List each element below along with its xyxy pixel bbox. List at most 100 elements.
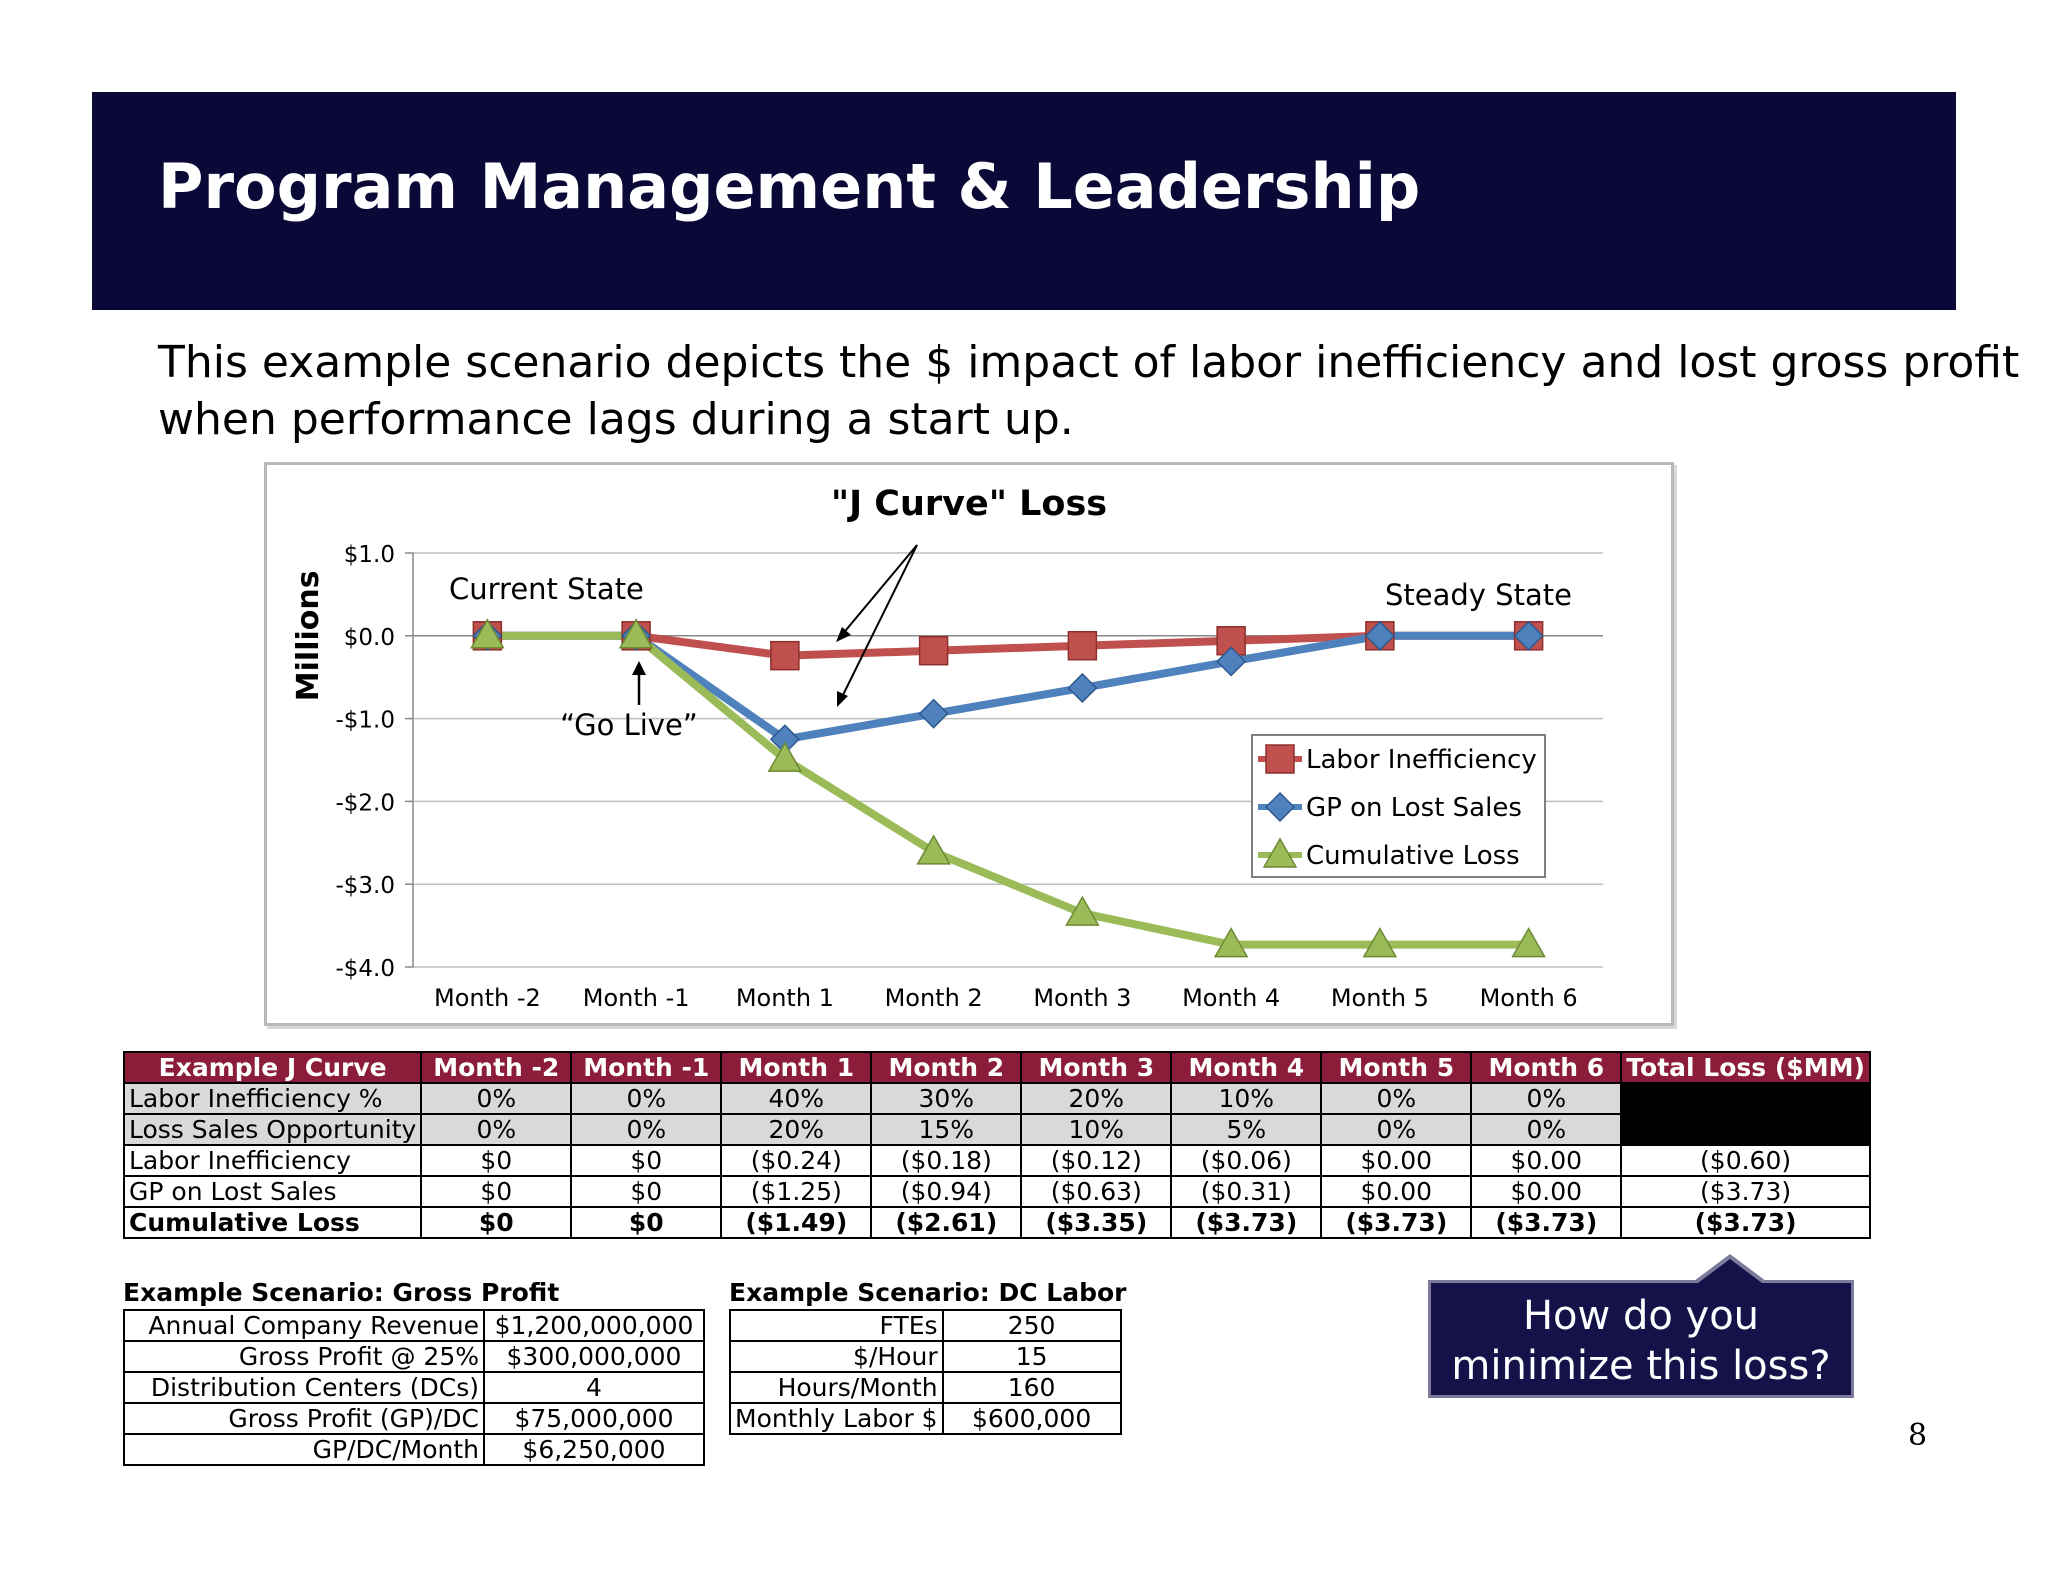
y-axis-label: Millions: [291, 570, 326, 701]
j-table-cell: ($3.73): [1470, 1206, 1623, 1239]
j-table-cell: $0.00: [1320, 1144, 1473, 1177]
scenario-value: 4: [483, 1371, 705, 1404]
j-table-cell: 0%: [570, 1082, 723, 1115]
scenario-row: FTEs 250: [729, 1309, 1122, 1342]
j-table-cell: ($0.94): [870, 1175, 1023, 1208]
j-table-cell: ($2.61): [870, 1206, 1023, 1239]
scenario-key: Hours/Month: [729, 1371, 944, 1404]
j-table-cell: 0%: [420, 1113, 573, 1146]
steady-state-label: Steady State: [1385, 578, 1572, 612]
gross-profit-table: Annual Company Revenue $1,200,000,000 Gros…: [123, 1309, 705, 1466]
callout-pointer-fill: [1698, 1259, 1762, 1283]
j-table-cell: 0%: [1320, 1082, 1473, 1115]
j-table-cell: $0.00: [1320, 1175, 1473, 1208]
j-table-cell: 15%: [870, 1113, 1023, 1146]
dc-labor-scenario-title: Example Scenario: DC Labor: [729, 1278, 1127, 1307]
intro-text: This example scenario depicts the $ impa…: [158, 334, 2019, 448]
j-table-cell: ($1.49): [720, 1206, 873, 1239]
scenario-value: $1,200,000,000: [483, 1309, 705, 1342]
j-table-cell: 20%: [720, 1113, 873, 1146]
data-point-2: [1213, 927, 1249, 958]
scenario-key: $/Hour: [729, 1340, 944, 1373]
j-table-cell: ($3.73): [1320, 1206, 1473, 1239]
dc-labor-scenario: Example Scenario: DC Labor FTEs 250 $/Hour…: [729, 1277, 1126, 1435]
j-table-cell: $0: [420, 1175, 573, 1208]
scenario-key: Distribution Centers (DCs): [123, 1371, 485, 1404]
j-table-header-cell: Month 3: [1020, 1051, 1173, 1084]
j-table-cell: 10%: [1170, 1082, 1323, 1115]
j-table-cell: ($0.12): [1020, 1144, 1173, 1177]
series-line-2: [487, 631, 1529, 949]
data-point-0: [918, 635, 949, 666]
x-tick-label: Month -2: [434, 984, 541, 1012]
gross-profit-scenario-title: Example Scenario: Gross Profit: [123, 1278, 560, 1307]
j-table-cell: $0: [570, 1175, 723, 1208]
slide-title: Program Management & Leadership: [158, 150, 1421, 223]
x-tick-label: Month 4: [1182, 984, 1280, 1012]
j-table-cell: ($3.35): [1020, 1206, 1173, 1239]
j-table-cell: 20%: [1020, 1082, 1173, 1115]
callout-line-2: minimize this loss?: [1451, 1343, 1831, 1389]
j-table-row: Loss Sales Opportunity 0% 0% 20% 15% 10% 5% 0% 0…: [122, 1113, 1871, 1146]
j-table-row-label: Loss Sales Opportunity: [122, 1113, 423, 1146]
gross-profit-scenario: Example Scenario: Gross Profit Annual Co…: [123, 1277, 705, 1466]
data-point-1: [1364, 620, 1395, 651]
chart-title: "J Curve" Loss: [831, 484, 1107, 524]
scenario-row: Hours/Month 160: [729, 1371, 1122, 1404]
legend-marker: [1265, 744, 1295, 774]
scenario-value: $600,000: [941, 1402, 1122, 1435]
go-live-label: “Go Live”: [560, 708, 698, 742]
y-tick-label: -$3.0: [335, 873, 395, 899]
data-point-2: [1065, 895, 1100, 926]
intro-line-2: when performance lags during a start up.: [158, 394, 1074, 445]
scenario-row: Annual Company Revenue $1,200,000,000: [123, 1309, 705, 1342]
y-tick-label: -$1.0: [335, 708, 395, 734]
j-table-cell: $0: [420, 1144, 573, 1177]
title-pointer-arrowhead: [837, 691, 848, 707]
j-table-cell: $0.00: [1470, 1175, 1623, 1208]
j-table-total-cell: ($3.73): [1620, 1175, 1871, 1208]
j-table-row: Cumulative Loss $0 $0 ($1.49) ($2.61) ($3.35)…: [122, 1206, 1871, 1239]
page-number: 8: [1908, 1418, 1928, 1453]
x-tick-label: Month 1: [736, 984, 834, 1012]
legend-marker: [1262, 837, 1298, 868]
j-table-cell: ($3.73): [1170, 1206, 1323, 1239]
j-table-cell: 5%: [1170, 1113, 1323, 1146]
j-table-header-cell: Month -2: [420, 1051, 573, 1084]
title-pointer-arrow: [840, 544, 918, 637]
current-state-label: Current State: [449, 572, 644, 606]
data-point-1: [1513, 620, 1544, 651]
scenario-row: GP/DC/Month $6,250,000: [123, 1433, 705, 1466]
data-point-0: [770, 640, 800, 671]
go-live-arrowhead: [632, 661, 646, 675]
scenario-key: Gross Profit @ 25%: [123, 1340, 485, 1373]
x-tick-label: Month 2: [885, 984, 983, 1012]
scenario-key: Monthly Labor $: [729, 1402, 944, 1435]
j-table-header-cell: Month 6: [1470, 1051, 1623, 1084]
legend-label: Labor Inefficiency: [1306, 745, 1537, 775]
j-table-cell: 0%: [1320, 1113, 1473, 1146]
j-table-total-cell: [1620, 1082, 1871, 1115]
j-table-cell: ($0.63): [1020, 1175, 1173, 1208]
y-tick-label: $1.0: [344, 542, 395, 568]
j-table-cell: ($1.25): [720, 1175, 873, 1208]
j-table-row-label: Labor Inefficiency %: [122, 1082, 423, 1115]
j-table-header-cell: Example J Curve: [122, 1051, 423, 1084]
j-table-cell: ($0.24): [720, 1144, 873, 1177]
y-tick-label: $0.0: [344, 625, 395, 651]
data-point-2: [1362, 927, 1398, 958]
j-table-header-cell: Total Loss ($MM): [1620, 1051, 1871, 1084]
j-table-cell: $0: [570, 1206, 723, 1239]
j-table-cell: $0: [420, 1206, 573, 1239]
minimize-loss-callout: How do you minimize this loss?: [1428, 1280, 1854, 1398]
scenario-row: Monthly Labor $ $600,000: [729, 1402, 1122, 1435]
j-table-header-row: Example J Curve Month -2 Month -1 Month 1 Mo…: [122, 1051, 1871, 1084]
j-table-cell: 0%: [1470, 1082, 1623, 1115]
data-point-2: [1511, 927, 1546, 958]
dc-labor-table: FTEs 250 $/Hour 15 Hours/Month 160 Monthly Lab…: [729, 1309, 1122, 1435]
j-table-header-cell: Month -1: [570, 1051, 723, 1084]
data-point-2: [916, 834, 951, 865]
y-tick-label: -$2.0: [335, 790, 395, 816]
scenario-value: $300,000,000: [483, 1340, 705, 1373]
y-tick-label: -$4.0: [335, 956, 395, 982]
